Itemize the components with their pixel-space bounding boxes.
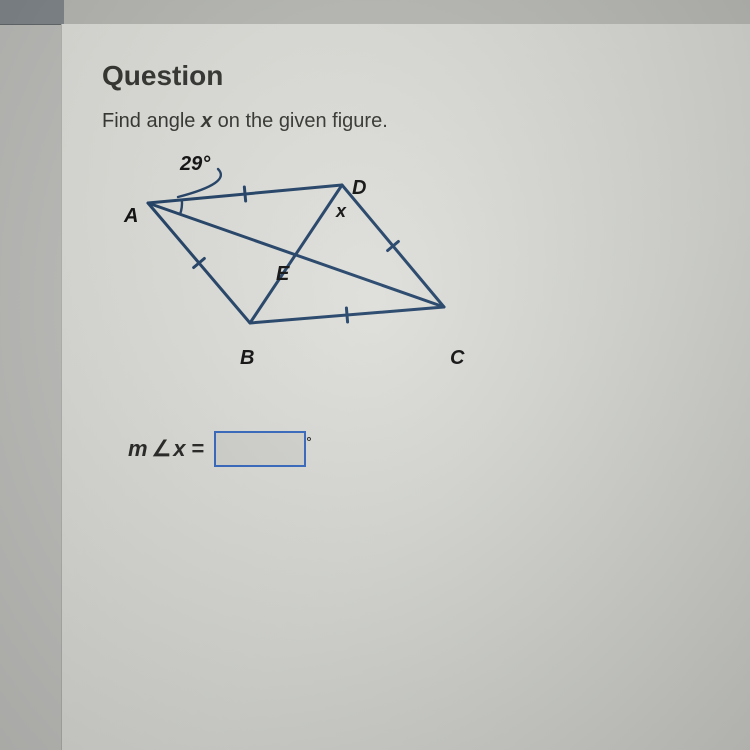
angle-29-label: 29° [180, 153, 210, 176]
answer-input[interactable] [214, 431, 306, 467]
figure-svg [124, 153, 494, 373]
window-top-strip [0, 0, 750, 25]
vertex-label-c: C [450, 347, 464, 370]
question-prompt: Find angle x on the given figure. [102, 110, 710, 133]
prompt-text-pre: Find angle [102, 110, 201, 132]
answer-row: m ∠ x = ° [128, 431, 710, 467]
vertex-label-d: D [352, 177, 366, 200]
degree-symbol: ° [306, 434, 311, 449]
vertex-label-b: B [240, 347, 254, 370]
angle-x-label: x [336, 201, 346, 222]
answer-prefix-m: m [128, 436, 148, 462]
vertex-label-a: A [124, 205, 138, 228]
answer-equals: = [192, 436, 205, 462]
answer-var: x [173, 436, 185, 462]
vertex-label-e: E [276, 263, 289, 286]
question-heading: Question [102, 60, 710, 92]
angle-symbol-icon: ∠ [152, 436, 172, 462]
prompt-text-post: on the given figure. [212, 110, 388, 132]
content-area: Question Find angle x on the given figur… [61, 24, 750, 750]
geometry-figure: 29° x A D B C E [124, 153, 494, 373]
prompt-var: x [201, 110, 212, 132]
